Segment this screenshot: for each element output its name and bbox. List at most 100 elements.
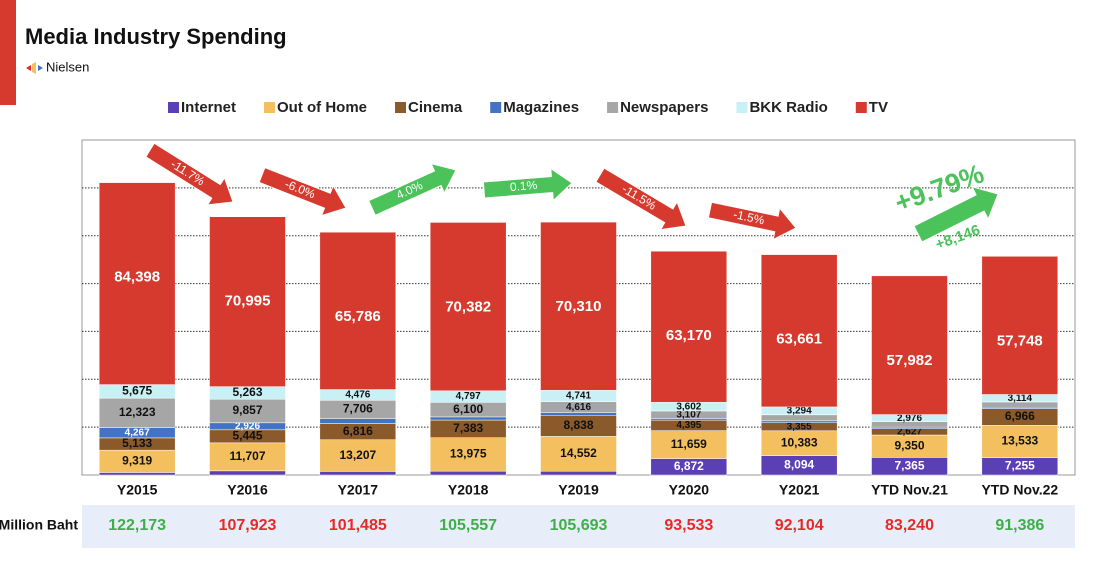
logo bbox=[26, 62, 43, 74]
total-label: 105,557 bbox=[439, 517, 497, 534]
data-label: 8,094 bbox=[784, 457, 814, 471]
total-label: 122,173 bbox=[108, 517, 166, 534]
data-label: 4,476 bbox=[345, 390, 370, 401]
data-label: 4,797 bbox=[456, 391, 481, 402]
bar-segment bbox=[429, 437, 507, 472]
data-label: 13,207 bbox=[339, 448, 376, 462]
legend-label: Newspapers bbox=[620, 99, 708, 116]
data-label: 7,706 bbox=[343, 402, 373, 416]
bar-segment bbox=[429, 470, 507, 476]
bar-segment bbox=[760, 430, 838, 456]
data-label: 70,382 bbox=[445, 298, 491, 315]
legend-label: Internet bbox=[181, 99, 236, 116]
data-label: 5,263 bbox=[232, 385, 262, 399]
x-tick-label: Y2015 bbox=[117, 482, 158, 498]
bar-segment bbox=[209, 470, 286, 476]
trend-label: 0.1% bbox=[509, 178, 538, 194]
data-label: 11,707 bbox=[229, 449, 265, 463]
bar-segment bbox=[98, 397, 176, 428]
data-label: 13,533 bbox=[1001, 434, 1038, 448]
trend-arrow bbox=[707, 201, 797, 241]
bar-segment bbox=[319, 231, 397, 390]
data-label: 84,398 bbox=[114, 269, 160, 286]
bar-segment bbox=[98, 472, 176, 476]
data-label: 6,966 bbox=[1005, 409, 1035, 423]
bar-segment bbox=[209, 216, 286, 387]
legend-swatch bbox=[490, 102, 502, 113]
bar-segment bbox=[981, 256, 1059, 395]
bar-segment bbox=[540, 470, 617, 476]
bar-segment bbox=[540, 436, 617, 472]
x-tick-label: Y2020 bbox=[669, 482, 710, 498]
data-label: 2,627 bbox=[897, 427, 922, 438]
data-label: 7,383 bbox=[453, 421, 483, 435]
totals-band bbox=[82, 505, 1075, 548]
data-label: 3,107 bbox=[676, 409, 701, 420]
bar-segment bbox=[98, 182, 176, 385]
data-label: 2,976 bbox=[897, 413, 922, 424]
bar-segment bbox=[760, 420, 838, 424]
total-label: 105,693 bbox=[550, 517, 608, 534]
totals-row-label: Million Baht bbox=[0, 517, 78, 533]
total-label: 107,923 bbox=[219, 517, 277, 534]
data-label: 5,133 bbox=[122, 436, 152, 450]
bar-segment bbox=[650, 250, 728, 403]
legend-swatch bbox=[264, 102, 276, 113]
data-label: 65,786 bbox=[335, 308, 381, 325]
data-label: 4,741 bbox=[566, 391, 591, 402]
total-label: 83,240 bbox=[885, 517, 934, 534]
bar-segment bbox=[319, 471, 397, 476]
bar-segment bbox=[871, 275, 948, 415]
trend-arrow bbox=[482, 167, 573, 202]
trend-arrow bbox=[595, 167, 687, 231]
bar-segment bbox=[429, 222, 507, 392]
chart-title: Media Industry Spending bbox=[25, 24, 287, 49]
data-label: 4,395 bbox=[676, 420, 701, 431]
data-label: 4,616 bbox=[566, 402, 591, 413]
legend-label: Magazines bbox=[503, 99, 579, 116]
x-tick-label: YTD Nov.22 bbox=[981, 482, 1058, 498]
bar-segment bbox=[540, 221, 617, 391]
data-label: 57,748 bbox=[997, 332, 1043, 349]
x-tick-label: Y2016 bbox=[227, 482, 268, 498]
data-label: 14,552 bbox=[560, 446, 597, 460]
data-label: 10,383 bbox=[781, 435, 818, 449]
data-label: 9,857 bbox=[232, 403, 262, 417]
data-label: 6,816 bbox=[343, 424, 373, 438]
legend-swatch bbox=[855, 102, 867, 113]
data-label: 3,602 bbox=[676, 401, 701, 412]
data-label: 7,255 bbox=[1005, 458, 1035, 472]
trend-arrow bbox=[258, 166, 347, 217]
data-label: 6,100 bbox=[453, 402, 483, 416]
data-label: 70,310 bbox=[556, 298, 602, 315]
trend-arrow bbox=[368, 162, 457, 216]
total-label: 92,104 bbox=[775, 517, 824, 534]
data-label: 70,995 bbox=[225, 293, 271, 310]
bar-segment bbox=[429, 416, 507, 421]
legend-swatch bbox=[395, 102, 407, 113]
data-label: 5,675 bbox=[122, 384, 152, 398]
data-label: 8,838 bbox=[563, 418, 593, 432]
chart-subtitle: Nielsen bbox=[46, 59, 89, 74]
data-label: 63,661 bbox=[776, 331, 822, 348]
data-label: 7,365 bbox=[894, 458, 924, 472]
trend-arrow bbox=[145, 142, 234, 206]
legend-label: Out of Home bbox=[277, 99, 367, 116]
data-label: 11,659 bbox=[671, 437, 707, 451]
legend-swatch bbox=[736, 102, 748, 113]
data-label: 2,926 bbox=[235, 421, 260, 432]
data-label: 12,323 bbox=[119, 405, 156, 419]
total-label: 101,485 bbox=[329, 517, 387, 534]
legend-swatch bbox=[168, 102, 179, 113]
data-label: 3,114 bbox=[1008, 393, 1033, 404]
x-tick-label: Y2019 bbox=[558, 482, 599, 498]
data-label: 13,975 bbox=[450, 447, 487, 461]
data-label: 6,872 bbox=[674, 459, 704, 473]
bar-segment bbox=[650, 430, 728, 459]
data-label: 3,294 bbox=[787, 406, 812, 417]
bar-segment bbox=[760, 254, 838, 408]
trend-arrow bbox=[913, 186, 999, 243]
legend-label: BKK Radio bbox=[749, 99, 827, 116]
bar-segment bbox=[209, 442, 286, 472]
